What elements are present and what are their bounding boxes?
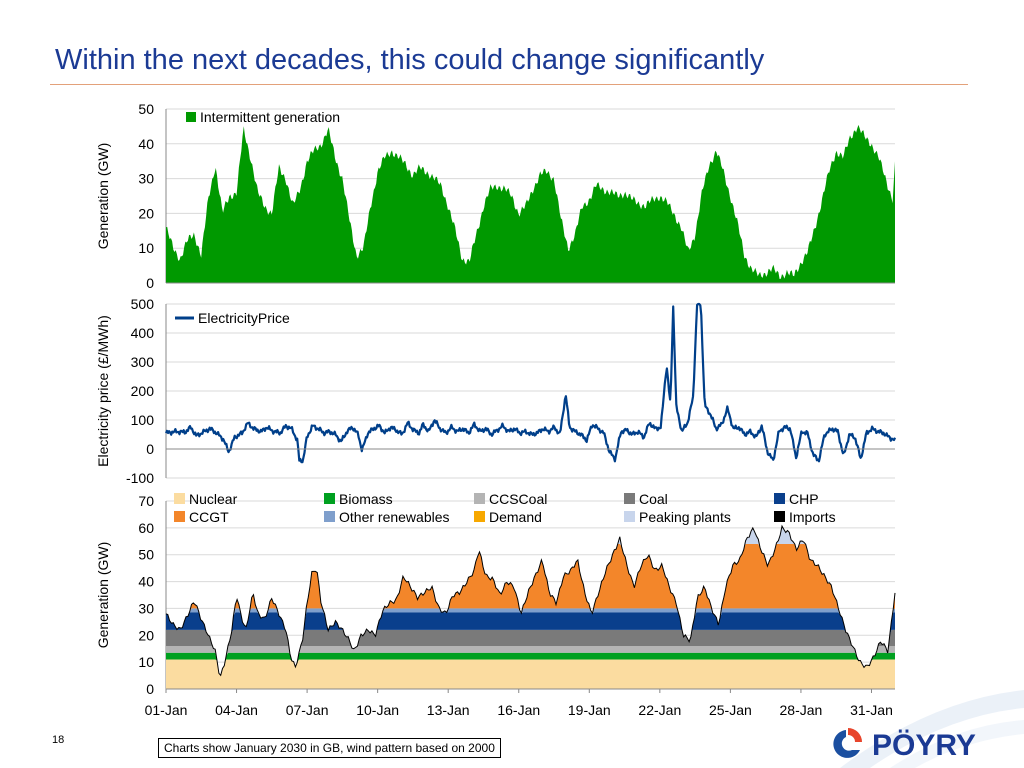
intermittent-generation-chart: 0 10 20 30 40 50 Generation (GW) Intermittent g… (95, 101, 895, 291)
y-tick-label: 40 (138, 136, 154, 152)
poyry-logo-text: PÖYRY (872, 729, 976, 762)
legend-label-demand: Demand (489, 509, 542, 525)
y-tick-label: -100 (126, 470, 154, 486)
legend-swatch (324, 511, 335, 522)
legend-swatch (174, 511, 185, 522)
legend: Intermittent generation (186, 109, 340, 125)
intermittent-generation-area (166, 124, 895, 284)
x-tick-label: 22-Jan (638, 702, 681, 718)
legend-label-intermittent-generation: Intermittent generation (200, 109, 340, 125)
legend-label-electricity-price: ElectricityPrice (198, 310, 290, 326)
legend-swatch (774, 493, 785, 504)
y-tick-label: 40 (138, 574, 154, 590)
generation-mix-chart: 0 10 20 30 40 50 60 70 Generation (GW) 01-Jan 04-J… (95, 491, 896, 718)
electricity-price-line (164, 302, 897, 464)
y-tick-label: 0 (146, 441, 154, 457)
y-tick-label: 20 (138, 205, 154, 221)
legend-label-nuclear: Nuclear (189, 491, 238, 507)
y-tick-label: 0 (146, 681, 154, 697)
legend-swatch (324, 493, 335, 504)
y-tick-label: 20 (138, 627, 154, 643)
poyry-logo: PÖYRY (833, 728, 976, 762)
slide-title: Within the next decades, this could chan… (55, 44, 765, 76)
x-tick-label: 19-Jan (568, 702, 611, 718)
legend-label-ccgt: CCGT (189, 509, 229, 525)
y-axis-title: Generation (GW) (95, 542, 111, 649)
area-coal (166, 629, 895, 676)
y-axis-title: Generation (GW) (95, 143, 111, 250)
area-chp (166, 612, 895, 676)
legend-swatch (186, 112, 196, 122)
y-axis-title: Electricity price (£/MWh) (95, 315, 111, 467)
x-tick-label: 28-Jan (780, 702, 823, 718)
legend-swatch (624, 493, 635, 504)
y-tick-label: 0 (146, 275, 154, 291)
y-tick-label: 30 (138, 171, 154, 187)
y-tick-label: 300 (131, 354, 155, 370)
y-tick-label: 50 (138, 547, 154, 563)
poyry-logo-mark (833, 728, 862, 758)
y-tick-label: 70 (138, 493, 154, 509)
area-biomass (166, 652, 895, 676)
y-tick-label: 200 (131, 383, 155, 399)
electricity-price-chart: -100 0 100 200 300 400 500 Electricity price (£… (95, 296, 897, 486)
y-tick-label: 30 (138, 600, 154, 616)
y-tick-label: 10 (138, 240, 154, 256)
legend-swatch (474, 511, 485, 522)
legend-label-peaking-plants: Peaking plants (639, 509, 731, 525)
legend-swatch (774, 511, 785, 522)
x-tick-label: 13-Jan (427, 702, 470, 718)
area-ccscoal (166, 646, 895, 676)
x-tick-label: 10-Jan (356, 702, 399, 718)
slide-number: 18 (52, 734, 65, 746)
x-tick-label: 16-Jan (497, 702, 540, 718)
legend: ElectricityPrice (175, 310, 290, 326)
y-tick-label: 400 (131, 325, 155, 341)
footnote-box: Charts show January 2030 in GB, wind pat… (158, 738, 501, 758)
legend-swatch (624, 511, 635, 522)
x-tick-label: 07-Jan (286, 702, 329, 718)
y-tick-label: 100 (131, 412, 155, 428)
legend-label-ccscoal: CCSCoal (489, 491, 547, 507)
legend-label-coal: Coal (639, 491, 668, 507)
legend-label-chp: CHP (789, 491, 819, 507)
legend-label-imports: Imports (789, 509, 836, 525)
area-nuclear (166, 659, 895, 689)
x-tick-label: 31-Jan (850, 702, 893, 718)
legend: Nuclear Biomass CCSCoal Coal CHP CCGT Other re… (174, 491, 836, 525)
demand-line (165, 524, 896, 677)
y-tick-label: 60 (138, 520, 154, 536)
legend-swatch (174, 493, 185, 504)
background-swoosh (840, 690, 1024, 768)
x-tick-label: 25-Jan (709, 702, 752, 718)
y-tick-label: 10 (138, 654, 154, 670)
legend-label-biomass: Biomass (339, 491, 393, 507)
y-tick-label: 50 (138, 101, 154, 117)
x-tick-label: 01-Jan (145, 702, 188, 718)
x-tick-label: 04-Jan (215, 702, 258, 718)
legend-swatch (474, 493, 485, 504)
legend-label-other-renewables: Other renewables (339, 509, 450, 525)
title-divider (50, 84, 968, 85)
y-tick-label: 500 (131, 296, 155, 312)
